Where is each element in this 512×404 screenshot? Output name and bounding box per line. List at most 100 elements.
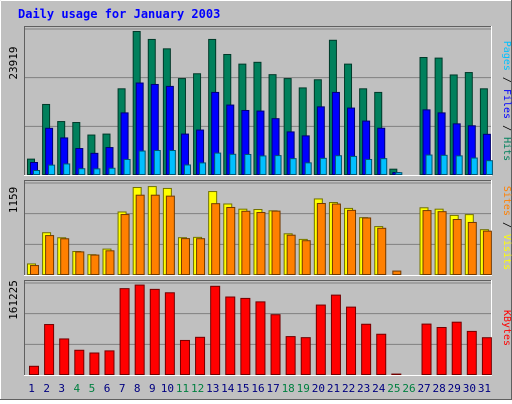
legend-item: Pages [501,41,512,71]
bar-sites [151,195,159,274]
bar-sites [106,251,114,275]
bar-kbytes [226,297,235,374]
bar-kbytes [482,338,491,375]
legend-item: Files [501,89,512,119]
bar-pages [245,154,251,174]
day-label: 30 [463,382,476,395]
legend-item: KBytes [501,310,512,346]
bar-pages [94,169,100,175]
bar-pages [335,156,341,175]
day-label: 3 [58,382,65,395]
bar-pages [184,165,190,175]
bar-sites [423,211,431,275]
bar-sites [378,228,386,274]
panel-legend: Pages / Files / Hits [501,41,512,161]
bar-kbytes [120,289,129,375]
bar-pages [139,151,145,174]
bar-kbytes [437,327,446,374]
bar-pages [154,151,160,175]
bar-kbytes [75,350,84,374]
bar-pages [381,159,387,175]
day-label: 22 [342,382,355,395]
bar-kbytes [241,298,250,374]
panel-legend: Sites / Visits [501,186,512,270]
bar-sites [438,212,446,275]
bar-sites [272,211,280,274]
legend-item: / [501,216,512,234]
bar-kbytes [135,285,144,374]
day-label: 2 [43,382,50,395]
bar-pages [396,173,402,175]
bar-sites [483,231,491,274]
bar-pages [351,156,357,174]
bar-pages [109,168,115,174]
bar-sites [166,196,174,274]
day-label: 21 [327,382,340,395]
y-max-label: 1159 [7,187,20,214]
day-label: 26 [402,382,415,395]
bar-sites [197,239,205,275]
y-max-label: 23919 [7,46,20,79]
bar-sites [91,255,99,274]
bar-pages [200,163,206,175]
day-label: 24 [372,382,386,395]
day-label: 28 [433,382,446,395]
bar-sites [348,210,356,274]
day-label: 16 [251,382,264,395]
chart-title: Daily usage for January 2003 [18,7,220,21]
bar-sites [332,204,340,274]
day-label: 7 [119,382,126,395]
bar-sites [257,213,265,275]
bar-kbytes [60,339,69,375]
day-label: 6 [104,382,111,395]
bar-kbytes [347,307,356,374]
bar-sites [212,204,220,275]
panel-kbytes: 161225 KBytes [7,280,512,376]
bar-sites [242,211,250,274]
day-label: 19 [297,382,310,395]
legend-item: Sites [501,186,512,216]
day-label: 23 [357,382,370,395]
bar-kbytes [196,337,205,374]
bar-pages [49,165,55,174]
day-label: 17 [266,382,279,395]
bar-sites [46,236,54,275]
bar-kbytes [90,353,99,374]
bar-kbytes [301,338,310,375]
bar-sites [393,271,401,274]
day-label: 4 [74,382,81,395]
bar-pages [305,163,311,175]
bar-pages [34,171,40,175]
day-label: 13 [206,382,219,395]
bar-kbytes [180,340,189,374]
bar-pages [169,151,175,175]
bar-pages [456,156,462,175]
legend-item: / [501,119,512,137]
bar-sites [453,220,461,275]
bar-kbytes [45,325,54,375]
bar-pages [230,154,236,174]
bar-kbytes [422,324,431,374]
bar-sites [121,215,129,275]
bar-kbytes [331,295,340,374]
day-label: 11 [176,382,189,395]
bar-sites [363,218,371,275]
bar-kbytes [377,334,386,374]
y-max-label: 161225 [7,280,20,320]
bar-sites [317,204,325,275]
bar-kbytes [165,293,174,375]
chart-panels: 23919 Pages / Files / Hits 1159 Sites / Vis… [7,26,512,376]
bar-pages [215,153,221,174]
day-label: 10 [161,382,174,395]
bar-kbytes [256,302,265,375]
bar-kbytes [30,366,39,374]
bar-pages [290,159,296,175]
bar-pages [79,169,85,175]
bar-kbytes [271,315,280,375]
legend-item: / [501,71,512,89]
bar-sites [287,235,295,274]
bar-sites [302,241,310,275]
day-label: 12 [191,382,204,395]
bar-sites [61,239,69,275]
